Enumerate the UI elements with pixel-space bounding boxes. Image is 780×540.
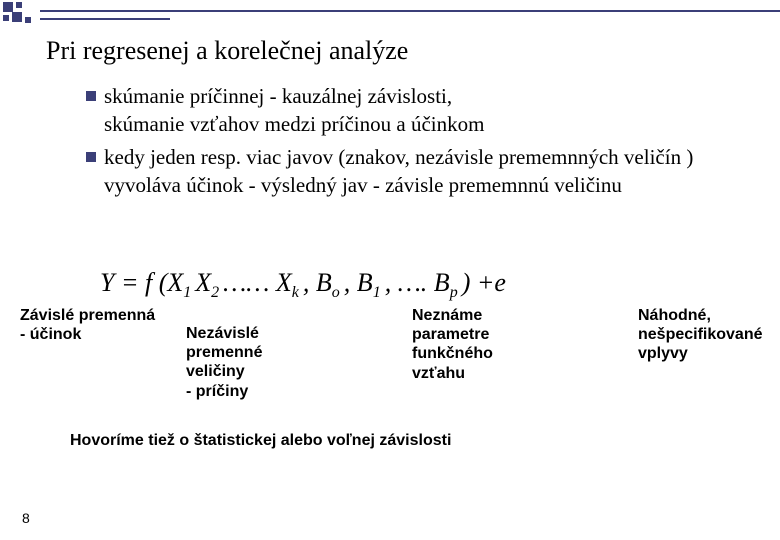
page-number: 8 (22, 510, 30, 526)
anno-line: Náhodné, (638, 307, 711, 324)
formula-sub: 1 (373, 284, 385, 301)
annotation-random: Náhodné, nešpecifikované vplyvy (638, 306, 778, 364)
header-decoration (0, 0, 780, 28)
bullet-item: skúmanie príčinnej - kauzálnej závislost… (86, 82, 726, 139)
deco-square (3, 15, 9, 21)
deco-square (16, 2, 22, 8)
deco-square (12, 12, 22, 22)
formula-part: , …. B (385, 268, 450, 297)
bullet-line: skúmanie príčinnej - kauzálnej závislost… (104, 84, 452, 108)
annotation-independent: Nezávislé premenné veličiny - príčiny (186, 324, 296, 401)
formula-part: X (195, 268, 211, 297)
slide-title: Pri regresenej a korelečnej analýze (46, 36, 408, 66)
annotation-dependent: Závislé premenná - účinok (20, 306, 190, 344)
anno-line: Závislé premenná (20, 307, 155, 324)
anno-line: veličiny (186, 363, 245, 380)
anno-line: funkčného (412, 345, 493, 362)
formula-part: , B (344, 268, 373, 297)
deco-square (25, 17, 31, 23)
anno-line: parametre (412, 326, 489, 343)
formula-sub: o (332, 284, 344, 301)
bullet-line: skúmanie vzťahov medzi príčinou a účinko… (104, 112, 484, 136)
bullet-icon (86, 152, 104, 162)
formula-sub: k (292, 284, 303, 301)
anno-line: Neznáme (412, 307, 482, 324)
anno-line: nešpecifikované (638, 326, 763, 343)
anno-line: Nezávislé (186, 325, 259, 342)
anno-line: - účinok (20, 326, 81, 343)
bullet-text: skúmanie príčinnej - kauzálnej závislost… (104, 82, 726, 139)
bullet-text: kedy jeden resp. viac javov (znakov, nez… (104, 143, 726, 200)
formula-part: Y = f (X (100, 268, 183, 297)
formula-sub: 1 (183, 284, 195, 301)
formula-sub: p (450, 284, 462, 301)
anno-line: vzťahu (412, 365, 465, 382)
formula-sub: 2 (211, 284, 223, 301)
formula: Y = f (X1 X2 …… Xk , Bo , B1 , …. Bp ) +… (100, 268, 506, 302)
bullet-icon (86, 91, 104, 101)
anno-line: vplyvy (638, 345, 688, 362)
deco-line (40, 10, 780, 12)
anno-line: premenné (186, 344, 262, 361)
bullet-list: skúmanie príčinnej - kauzálnej závislost… (86, 82, 726, 203)
formula-part: …… X (223, 268, 292, 297)
bullet-item: kedy jeden resp. viac javov (znakov, nez… (86, 143, 726, 200)
formula-part: , B (303, 268, 332, 297)
anno-line: - príčiny (186, 383, 248, 400)
formula-part: ) +e (462, 268, 506, 297)
deco-line (40, 18, 170, 20)
deco-square (3, 2, 13, 12)
footer-note: Hovoríme tiež o štatistickej alebo voľne… (70, 432, 451, 450)
annotation-parameters: Neznáme parametre funkčného vzťahu (412, 306, 532, 383)
